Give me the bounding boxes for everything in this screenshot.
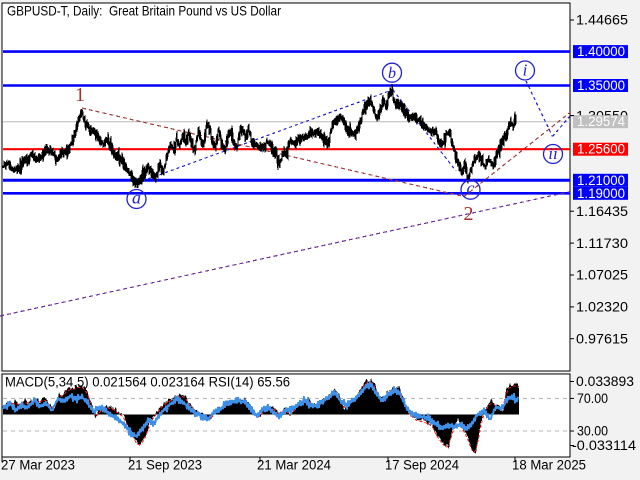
svg-text:30.00: 30.00: [577, 424, 608, 439]
svg-text:GBPUSD-T, Daily: Great Britai: GBPUSD-T, Daily: Great Britain Pound vs …: [7, 3, 281, 19]
svg-text:1.35000: 1.35000: [577, 78, 625, 93]
svg-text:0.97615: 0.97615: [576, 331, 628, 346]
svg-text:2: 2: [464, 203, 474, 225]
svg-text:i: i: [523, 61, 528, 80]
svg-text:1.02320: 1.02320: [576, 300, 628, 315]
svg-text:1.11730: 1.11730: [576, 236, 628, 251]
svg-text:a: a: [132, 188, 141, 208]
svg-text:0.033893: 0.033893: [576, 374, 634, 389]
svg-text:1.40000: 1.40000: [577, 44, 625, 59]
svg-text:21 Sep 2023: 21 Sep 2023: [128, 458, 202, 473]
svg-text:MACD(5,34,5) 0.021564 0.023164: MACD(5,34,5) 0.021564 0.023164 RSI(14) 6…: [5, 375, 290, 390]
svg-text:ii: ii: [548, 144, 558, 163]
svg-text:c: c: [467, 178, 475, 198]
svg-text:1.19000: 1.19000: [577, 186, 625, 201]
svg-text:70.00: 70.00: [577, 391, 608, 406]
svg-text:27 Mar 2023: 27 Mar 2023: [1, 458, 75, 473]
svg-text:1: 1: [75, 84, 85, 106]
svg-text:1.07025: 1.07025: [576, 268, 628, 283]
svg-text:18 Mar 2025: 18 Mar 2025: [512, 458, 586, 473]
svg-text:17 Sep 2024: 17 Sep 2024: [385, 458, 459, 473]
svg-text:-0.033114: -0.033114: [572, 438, 637, 453]
svg-text:1.25600: 1.25600: [577, 142, 625, 157]
svg-text:b: b: [388, 65, 396, 82]
svg-text:1.16435: 1.16435: [576, 204, 628, 219]
svg-text:1.21000: 1.21000: [577, 173, 625, 188]
svg-text:21 Mar 2024: 21 Mar 2024: [257, 458, 331, 473]
svg-text:1.29574: 1.29574: [577, 114, 625, 129]
svg-text:1.44665: 1.44665: [576, 13, 628, 28]
